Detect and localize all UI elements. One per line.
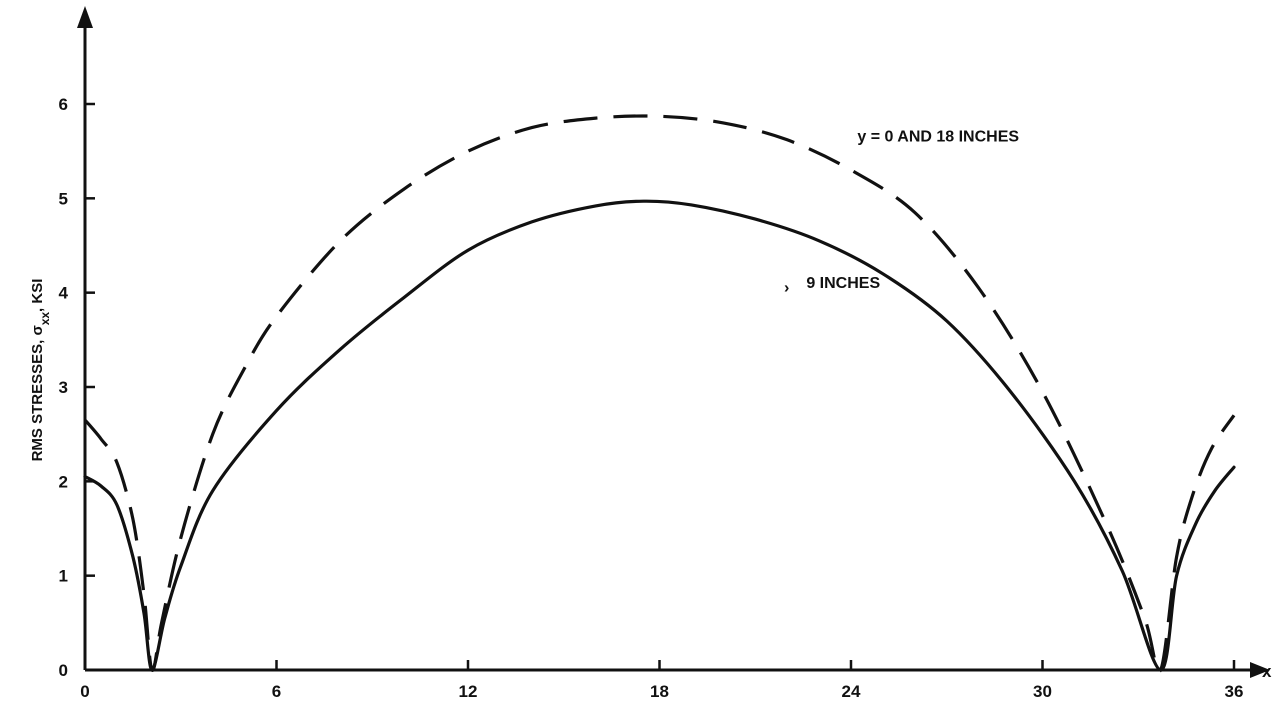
y-tick-label: 3 bbox=[59, 378, 68, 397]
x-tick-label: 6 bbox=[272, 682, 281, 701]
x-axis-label: x bbox=[1262, 662, 1272, 681]
series-line-9-inches bbox=[83, 199, 1236, 672]
y-axis-label: RMS STRESSES, σxx, KSI bbox=[29, 279, 52, 462]
series-group bbox=[83, 114, 1236, 674]
y-tick-label: 1 bbox=[59, 567, 68, 586]
x-tick-label: 18 bbox=[650, 682, 669, 701]
y-tick-label: 0 bbox=[59, 661, 68, 680]
x-axis-arrow bbox=[1250, 662, 1270, 678]
annotations: y = 0 AND 18 INCHES 9 INCHES › bbox=[784, 129, 1019, 297]
x-tick-label: 30 bbox=[1033, 682, 1052, 701]
x-tick-label: 24 bbox=[842, 682, 861, 701]
annotation-label: › bbox=[784, 280, 789, 297]
x-tick-label: 12 bbox=[459, 682, 478, 701]
series-line-y0-and-18-inches bbox=[83, 114, 1236, 674]
x-tick-label: 36 bbox=[1225, 682, 1244, 701]
axes bbox=[77, 6, 1270, 678]
y-tick-label: 2 bbox=[59, 472, 68, 491]
annotation-label: y = 0 AND 18 INCHES bbox=[857, 129, 1019, 146]
y-axis-arrow bbox=[77, 6, 93, 28]
y-tick-label: 6 bbox=[59, 95, 68, 114]
annotation-label: 9 INCHES bbox=[806, 275, 880, 292]
y-tick-label: 5 bbox=[59, 189, 68, 208]
y-tick-label: 4 bbox=[59, 284, 69, 303]
x-tick-label: 0 bbox=[80, 682, 89, 701]
